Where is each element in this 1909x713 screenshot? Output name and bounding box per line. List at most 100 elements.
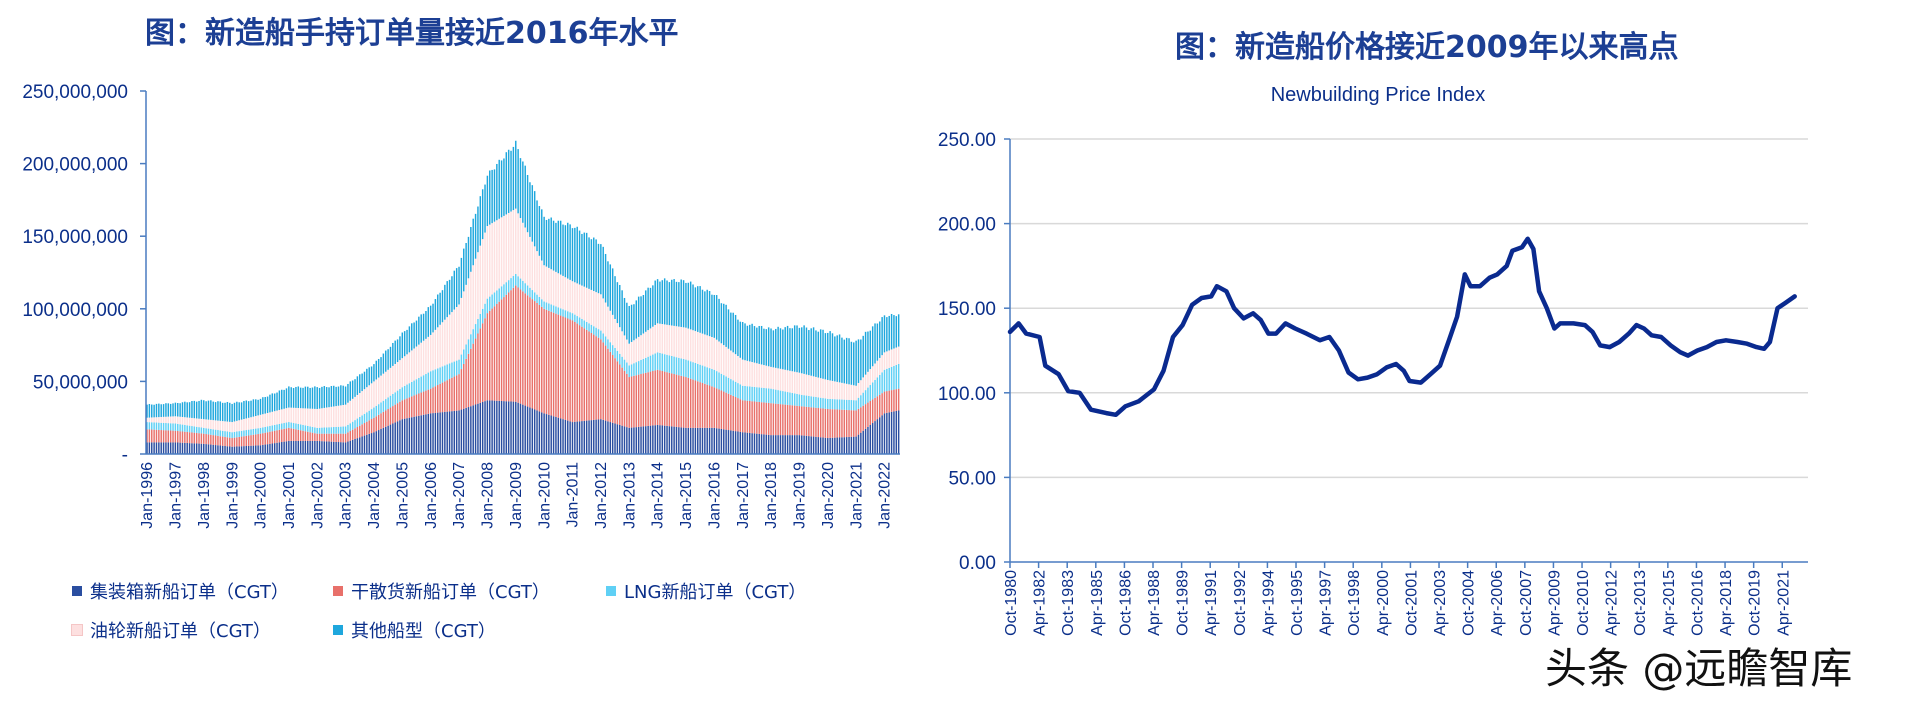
bar-segment xyxy=(883,315,886,353)
bar-segment xyxy=(848,436,850,454)
bar-segment xyxy=(385,410,387,427)
bar-segment xyxy=(715,295,718,340)
bar-segment xyxy=(879,374,881,395)
bar-segment xyxy=(314,408,316,428)
bar-segment xyxy=(654,353,656,371)
bar-segment xyxy=(562,224,564,276)
left-x-tick-label: Jan-2018 xyxy=(763,462,780,529)
bar-segment xyxy=(382,411,385,428)
bar-segment xyxy=(841,437,843,454)
bar-segment xyxy=(224,436,226,447)
bar-segment xyxy=(210,428,212,435)
bar-segment xyxy=(179,416,181,425)
bar-segment xyxy=(602,246,604,299)
bar-segment xyxy=(359,425,361,438)
bar-segment xyxy=(640,426,642,454)
left-x-tick-label: Jan-2010 xyxy=(536,462,553,529)
bar-segment xyxy=(845,399,848,410)
bar-segment xyxy=(460,297,463,355)
bar-segment xyxy=(486,313,489,401)
legend-label: 其他船型（CGT） xyxy=(351,621,496,642)
bar-segment xyxy=(413,380,415,396)
bar-segment xyxy=(593,291,595,327)
bar-segment xyxy=(505,152,508,215)
bar-segment xyxy=(633,375,635,428)
bar-segment xyxy=(441,412,444,454)
bar-segment xyxy=(380,357,382,376)
bar-segment xyxy=(784,404,786,436)
bar-segment xyxy=(711,294,713,337)
bar-segment xyxy=(335,426,337,434)
bar-segment xyxy=(671,355,673,374)
bar-segment xyxy=(793,325,796,372)
bar-segment xyxy=(817,437,820,454)
bar-segment xyxy=(217,401,219,421)
bar-segment xyxy=(411,417,413,454)
bar-segment xyxy=(318,433,321,442)
bar-segment xyxy=(578,325,581,422)
bar-segment xyxy=(737,431,739,454)
bar-segment xyxy=(394,392,396,405)
bar-segment xyxy=(708,291,711,337)
bar-segment xyxy=(541,306,543,413)
bar-segment xyxy=(290,428,292,441)
bar-segment xyxy=(678,282,680,327)
bar-segment xyxy=(316,427,318,434)
bar-segment xyxy=(645,331,647,358)
bar-segment xyxy=(146,422,148,430)
bar-segment xyxy=(699,427,701,454)
bar-segment xyxy=(541,299,543,307)
bar-segment xyxy=(174,423,177,431)
bar-segment xyxy=(214,402,217,421)
bar-segment xyxy=(611,345,614,356)
bar-segment xyxy=(179,403,181,417)
bar-segment xyxy=(519,218,522,279)
bar-segment xyxy=(718,341,720,373)
bar-segment xyxy=(689,329,692,362)
bar-segment xyxy=(827,398,829,409)
bar-segment xyxy=(517,213,519,277)
bar-segment xyxy=(351,421,354,430)
bar-segment xyxy=(467,353,470,408)
bar-segment xyxy=(240,402,243,420)
bar-segment xyxy=(692,284,694,331)
bar-segment xyxy=(881,317,883,356)
bar-segment xyxy=(642,295,645,334)
bar-segment xyxy=(314,440,316,454)
bar-segment xyxy=(746,432,749,454)
bar-segment xyxy=(758,433,760,454)
bar-segment xyxy=(524,405,526,454)
bar-segment xyxy=(512,287,515,402)
bar-segment xyxy=(749,432,751,454)
bar-segment xyxy=(864,390,867,405)
bar-segment xyxy=(221,445,224,454)
bar-segment xyxy=(689,361,692,379)
bar-segment xyxy=(621,290,623,332)
bar-segment xyxy=(600,244,602,295)
bar-segment xyxy=(623,359,626,371)
bar-segment xyxy=(169,430,172,443)
bar-segment xyxy=(458,266,460,305)
bar-segment xyxy=(533,409,536,454)
bar-segment xyxy=(240,436,243,447)
bar-segment xyxy=(545,302,548,310)
bar-segment xyxy=(697,363,699,382)
bar-segment xyxy=(753,433,756,454)
bar-segment xyxy=(893,389,895,412)
bar-segment xyxy=(649,328,652,356)
bar-segment xyxy=(318,387,321,409)
bar-segment xyxy=(574,282,576,315)
bar-segment xyxy=(210,444,212,454)
bar-segment xyxy=(195,401,198,419)
bar-segment xyxy=(642,333,645,359)
bar-segment xyxy=(226,446,229,454)
bar-segment xyxy=(850,341,853,385)
bar-segment xyxy=(420,314,422,343)
bar-segment xyxy=(777,368,779,391)
bar-segment xyxy=(406,384,408,399)
left-x-tick-label: Jan-2009 xyxy=(508,462,525,529)
bar-segment xyxy=(545,266,548,303)
bar-segment xyxy=(292,428,295,441)
bar-segment xyxy=(600,294,602,331)
bar-segment xyxy=(349,400,352,424)
